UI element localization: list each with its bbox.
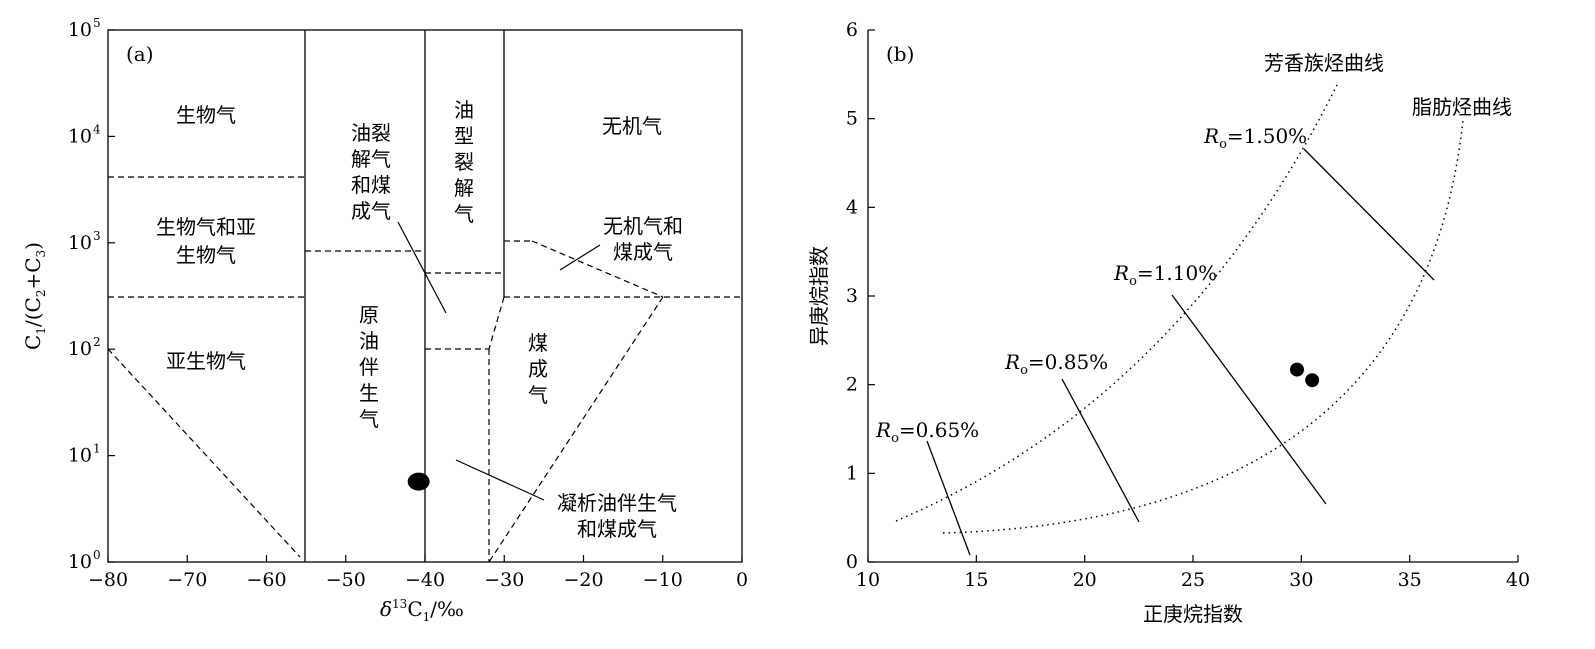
data-points-b: [1290, 362, 1320, 388]
data-points-a: [407, 472, 430, 491]
region-label: 型: [454, 124, 474, 148]
aliphatic-curve: [942, 119, 1464, 534]
x-tick-label: −60: [246, 569, 286, 591]
y-tick-exponent: 2: [93, 335, 101, 349]
dashed-boundary: [107, 348, 301, 558]
y-tick-exponent: 0: [93, 548, 101, 562]
x-tick-label: −30: [484, 569, 524, 591]
x-tick-label: 0: [736, 569, 748, 591]
region-label: 生物气和亚: [156, 215, 256, 239]
maturity-label: Ro=0.85%: [1004, 350, 1108, 378]
y-tick-label: 10: [68, 19, 92, 41]
leader-line: [559, 244, 601, 271]
x-tick-label: 25: [1181, 569, 1205, 591]
region-label: 成气: [351, 199, 391, 223]
region-label: 生物气: [176, 243, 236, 267]
region-label: 伴: [359, 355, 379, 379]
dashed-boundary: [488, 296, 664, 563]
maturity-label: Ro=0.65%: [875, 418, 979, 446]
region-label: 解气: [351, 147, 391, 171]
x-tick-label: −50: [326, 569, 366, 591]
leader-line: [455, 459, 545, 501]
chart-a: (a) 生物气 生物气和亚 生物气 亚生物气: [21, 16, 748, 624]
y-axis-title-a: C1/(C2+C3): [21, 242, 48, 350]
y-tick-exponent: 5: [93, 16, 101, 30]
maturity-line: [926, 440, 971, 556]
leader-line: [397, 221, 447, 314]
y-tick-label: 5: [846, 108, 858, 130]
x-tick-label: 30: [1289, 569, 1313, 591]
curve-label-aromatic: 芳香族烃曲线: [1264, 51, 1384, 75]
y-axis-title-b: 异庚烷指数: [807, 246, 831, 346]
x-tick-label: −70: [167, 569, 207, 591]
x-tick-label: 20: [1073, 569, 1097, 591]
aromatic-curve: [895, 84, 1338, 522]
region-label: 和煤成气: [577, 517, 657, 541]
y-tick-exponent: 3: [93, 229, 101, 243]
y-tick-label: 0: [846, 551, 858, 573]
x-axis-title-b: 正庚烷指数: [1143, 602, 1243, 626]
y-tick-label: 1: [846, 462, 858, 484]
y-tick-exponent: 1: [93, 442, 101, 456]
y-tick-label: 10: [68, 551, 92, 573]
y-tick-label: 10: [68, 125, 92, 147]
region-label: 无机气和: [603, 214, 683, 238]
region-label: 煤: [528, 331, 548, 355]
region-label: 煤成气: [613, 240, 673, 264]
x-tick-label: 10: [856, 569, 880, 591]
maturity-label: Ro=1.50%: [1203, 124, 1307, 152]
axis-ticks-a: −80 −70 −60 −50 −40 −30 −20 −10 010 010 110 210 310 4…: [68, 16, 748, 591]
data-point: [1290, 362, 1304, 377]
region-label: 油裂: [351, 121, 391, 145]
panel-label-b: (b): [886, 42, 914, 66]
maturity-label: Ro=1.10%: [1113, 261, 1217, 289]
region-label: 生: [359, 381, 379, 405]
x-tick-label: −40: [405, 569, 445, 591]
region-label: 凝析油伴生气: [557, 491, 677, 515]
panel-label-a: (a): [126, 42, 154, 66]
region-label: 解: [454, 176, 474, 200]
y-tick-label: 4: [846, 196, 858, 218]
x-tick-label: 40: [1506, 569, 1530, 591]
chart-b: (b) 芳香族烃曲线 脂肪烃曲线 Ro=0.65% Ro=0.85% Ro=1.…: [807, 19, 1530, 626]
maturity-line: [1171, 294, 1327, 505]
y-tick-label: 10: [68, 232, 92, 254]
x-axis-title-a: δ13C1/‰: [380, 597, 464, 624]
region-label: 油: [454, 98, 474, 122]
x-tick-label: −20: [563, 569, 603, 591]
y-tick-label: 10: [68, 338, 92, 360]
y-tick-label: 6: [846, 19, 858, 41]
y-tick-label: 3: [846, 285, 858, 307]
data-point: [407, 472, 430, 491]
y-tick-label: 2: [846, 374, 858, 396]
region-label: 亚生物气: [166, 349, 246, 373]
axis-ticks-b: 10 15 20 25 30 35 40 0 1 2 3 4 5 6: [846, 19, 1530, 591]
region-label: 气: [528, 383, 548, 407]
x-tick-label: −10: [643, 569, 683, 591]
x-tick-label: 35: [1398, 569, 1422, 591]
region-label: 原: [359, 303, 379, 327]
data-point: [1305, 373, 1320, 388]
x-tick-label: 15: [964, 569, 988, 591]
region-label: 油: [359, 329, 379, 353]
y-tick-label: 10: [68, 445, 92, 467]
region-label: 无机气: [602, 114, 662, 138]
maturity-line: [1303, 148, 1435, 281]
region-label: 和煤: [351, 173, 391, 197]
region-label: 气: [359, 407, 379, 431]
dashed-boundary: [488, 296, 505, 350]
x-tick-label: −80: [88, 569, 128, 591]
region-label: 气: [454, 202, 474, 226]
region-label: 生物气: [176, 103, 236, 127]
region-label: 成: [528, 357, 548, 381]
dashed-boundary: [531, 240, 664, 298]
curve-label-aliphatic: 脂肪烃曲线: [1412, 95, 1512, 119]
maturity-line: [1061, 378, 1140, 523]
region-label: 裂: [454, 150, 474, 174]
y-tick-exponent: 4: [93, 122, 101, 136]
